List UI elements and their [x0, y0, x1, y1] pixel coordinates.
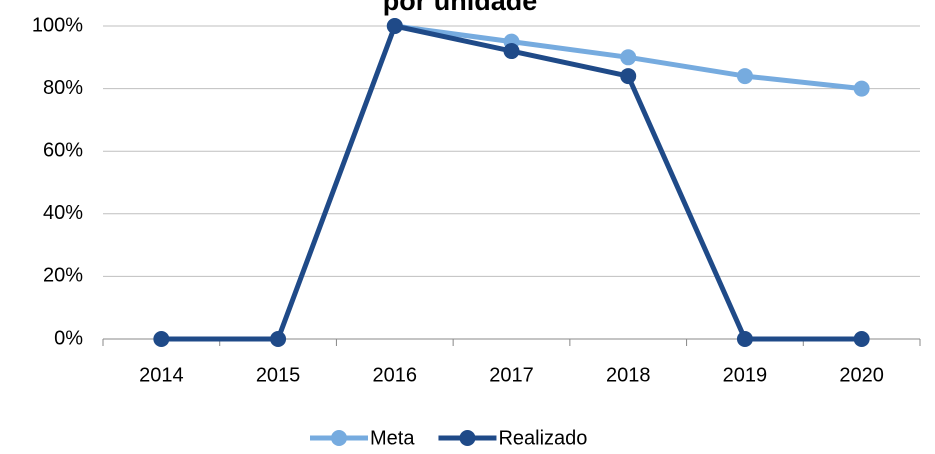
point — [503, 43, 520, 60]
y-tick-label: 100% — [32, 14, 83, 36]
x-tick-label: 2017 — [489, 364, 534, 386]
point — [736, 68, 753, 85]
series-line — [161, 23, 862, 342]
point — [620, 68, 637, 85]
legend-label: Meta — [370, 427, 415, 449]
y-tick-label: 20% — [43, 265, 83, 287]
x-tick-label: 2015 — [256, 364, 301, 386]
y-tick-label: 40% — [43, 202, 83, 224]
x-tick-label: 2020 — [839, 364, 884, 386]
y-tick-label: 80% — [43, 77, 83, 99]
x-tick-label: 2016 — [373, 364, 418, 386]
point — [736, 331, 753, 347]
y-tick-label: 0% — [54, 327, 83, 349]
point — [153, 331, 170, 347]
point — [386, 18, 403, 34]
legend-marker — [331, 430, 347, 446]
chart-title: por unidade — [383, 0, 538, 16]
x-tick-label: 2018 — [606, 364, 651, 386]
y-tick-label: 60% — [43, 139, 83, 161]
point — [620, 49, 637, 66]
point — [853, 331, 870, 347]
legend-marker — [459, 430, 476, 446]
point — [853, 80, 870, 97]
x-tick-label: 2014 — [139, 364, 184, 386]
legend-label: Realizado — [498, 427, 587, 449]
point — [270, 331, 287, 347]
x-tick-label: 2019 — [723, 364, 768, 386]
